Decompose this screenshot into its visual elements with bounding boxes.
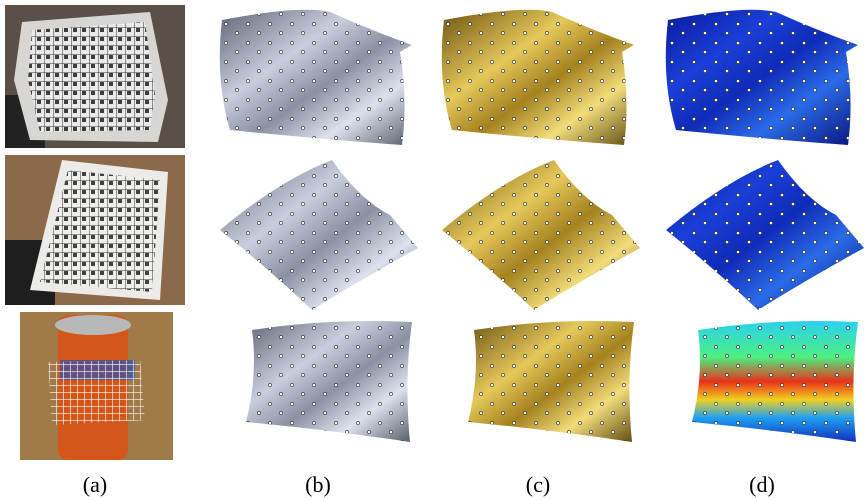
surface: [692, 321, 858, 442]
surface: [219, 9, 412, 146]
surface-layer: [442, 160, 640, 310]
surface-layer: [441, 9, 634, 146]
caption: (a): [83, 472, 107, 497]
surface-layer: [468, 321, 634, 442]
surface-layer: [692, 321, 858, 442]
caption: (b): [305, 472, 331, 497]
caption: (c): [526, 472, 550, 497]
surface: [665, 9, 858, 146]
surface-layer: [666, 160, 864, 310]
surface-layer: [219, 9, 412, 146]
photo-1: [5, 5, 185, 148]
surface-layer: [220, 160, 418, 310]
surface: [468, 321, 634, 442]
surface-layer: [665, 9, 858, 146]
surface: [442, 160, 640, 310]
photo-2: [5, 155, 185, 305]
surface: [666, 160, 864, 310]
caption: (d): [749, 472, 775, 497]
photo-3: [20, 312, 173, 460]
surface-layer: [246, 321, 412, 442]
surface: [246, 321, 412, 442]
captions: (a) (b) (c) (d): [83, 472, 775, 497]
surface: [220, 160, 418, 310]
surface: [441, 9, 634, 146]
surfaces: [219, 9, 864, 442]
